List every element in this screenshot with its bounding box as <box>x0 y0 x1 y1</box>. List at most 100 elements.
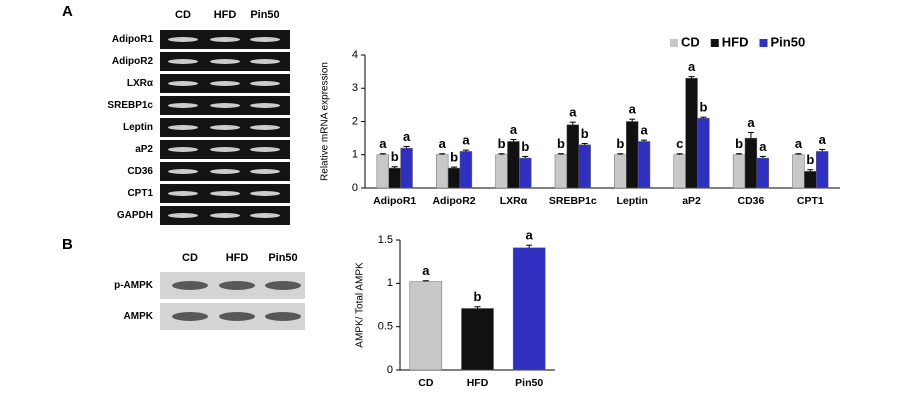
x-tick-label: CD <box>418 377 434 389</box>
gel-band <box>172 312 208 321</box>
significance-letter: a <box>688 59 696 74</box>
x-tick-label: aP2 <box>682 195 701 207</box>
gel-band <box>210 81 240 86</box>
significance-letter: a <box>462 133 470 148</box>
significance-letter: b <box>498 136 506 151</box>
bar <box>554 154 568 189</box>
legend-swatch <box>759 39 768 47</box>
x-tick-label: AdipoR1 <box>373 195 416 207</box>
y-tick-label: 1.5 <box>378 234 393 246</box>
gel-band <box>250 37 280 42</box>
bar <box>792 154 805 189</box>
bar <box>756 157 769 189</box>
gel-band <box>168 147 198 152</box>
legend-label: CD <box>681 34 700 49</box>
x-tick-label: LXRα <box>500 195 528 207</box>
gel-band <box>250 81 280 86</box>
x-tick-label: SREBP1c <box>549 195 597 207</box>
gel-band <box>250 125 280 130</box>
bar <box>732 154 746 189</box>
significance-letter: b <box>699 100 707 115</box>
bar <box>744 137 758 189</box>
panel-label: B <box>62 236 73 253</box>
x-tick-label: CD36 <box>738 195 765 207</box>
bar <box>697 117 710 189</box>
gel-band <box>250 103 280 108</box>
x-tick-label: Leptin <box>616 195 648 207</box>
significance-letter: b <box>616 136 624 151</box>
gel-band <box>168 59 198 64</box>
gel-band <box>250 169 280 174</box>
x-tick-label: HFD <box>467 377 489 389</box>
y-tick-label: 0.5 <box>378 321 393 333</box>
significance-letter: b <box>806 152 814 167</box>
legend-label: Pin50 <box>771 34 806 49</box>
gel-band <box>210 125 240 130</box>
bar <box>578 144 591 189</box>
gel-band <box>210 103 240 108</box>
significance-letter: b <box>521 139 529 154</box>
bar <box>804 171 817 189</box>
gel-band <box>168 81 198 86</box>
significance-letter: a <box>759 139 767 154</box>
lane-label: HFD <box>214 9 237 21</box>
significance-letter: b <box>735 136 743 151</box>
bar <box>461 308 494 371</box>
gel-band <box>250 213 280 218</box>
significance-letter: a <box>403 129 411 144</box>
bar <box>512 247 546 371</box>
bar <box>685 78 698 189</box>
gel-band <box>219 312 255 321</box>
significance-letter: c <box>676 136 683 151</box>
bar <box>673 154 686 189</box>
gel-band <box>250 147 280 152</box>
row-label: CD36 <box>127 166 153 177</box>
x-tick-label: Pin50 <box>515 377 543 389</box>
row-label: p-AMPK <box>114 280 154 291</box>
bar <box>495 154 508 189</box>
row-label: AMPK <box>124 311 154 322</box>
significance-letter: a <box>379 136 387 151</box>
lane-label: CD <box>182 252 198 264</box>
gel-band <box>168 213 198 218</box>
bar <box>436 154 449 189</box>
gel-band <box>250 59 280 64</box>
significance-letter: a <box>422 263 430 278</box>
gel-band <box>168 103 198 108</box>
gel-band <box>210 213 240 218</box>
gel-band <box>168 37 198 42</box>
significance-letter: b <box>557 136 565 151</box>
bar <box>507 141 520 189</box>
row-label: CPT1 <box>127 188 153 199</box>
x-tick-label: CPT1 <box>797 195 824 207</box>
lane-label: HFD <box>226 252 249 264</box>
y-tick-label: 4 <box>352 49 358 61</box>
bar <box>519 157 532 189</box>
significance-letter: a <box>795 136 803 151</box>
row-label: LXRα <box>127 78 154 89</box>
legend-swatch <box>710 39 719 47</box>
gel-band <box>172 281 208 290</box>
row-label: AdipoR2 <box>112 56 154 67</box>
gel-band <box>210 191 240 196</box>
y-axis-label: AMPK/ Total AMPK <box>355 262 366 348</box>
significance-letter: b <box>450 149 458 164</box>
panel-label: A <box>62 3 73 20</box>
bar <box>376 154 389 189</box>
y-tick-label: 1 <box>387 277 393 289</box>
y-tick-label: 0 <box>387 364 393 376</box>
gel-band <box>210 37 240 42</box>
bar <box>388 167 401 189</box>
significance-letter: b <box>391 149 399 164</box>
gel-band <box>210 147 240 152</box>
bar <box>626 121 639 189</box>
bar <box>409 281 443 371</box>
bar <box>637 141 651 189</box>
bar <box>447 167 461 189</box>
significance-letter: b <box>474 289 482 304</box>
row-label: Leptin <box>123 122 153 133</box>
lane-label: Pin50 <box>250 9 279 21</box>
y-tick-label: 1 <box>352 149 358 161</box>
y-tick-label: 0 <box>352 182 358 194</box>
significance-letter: a <box>640 123 648 138</box>
